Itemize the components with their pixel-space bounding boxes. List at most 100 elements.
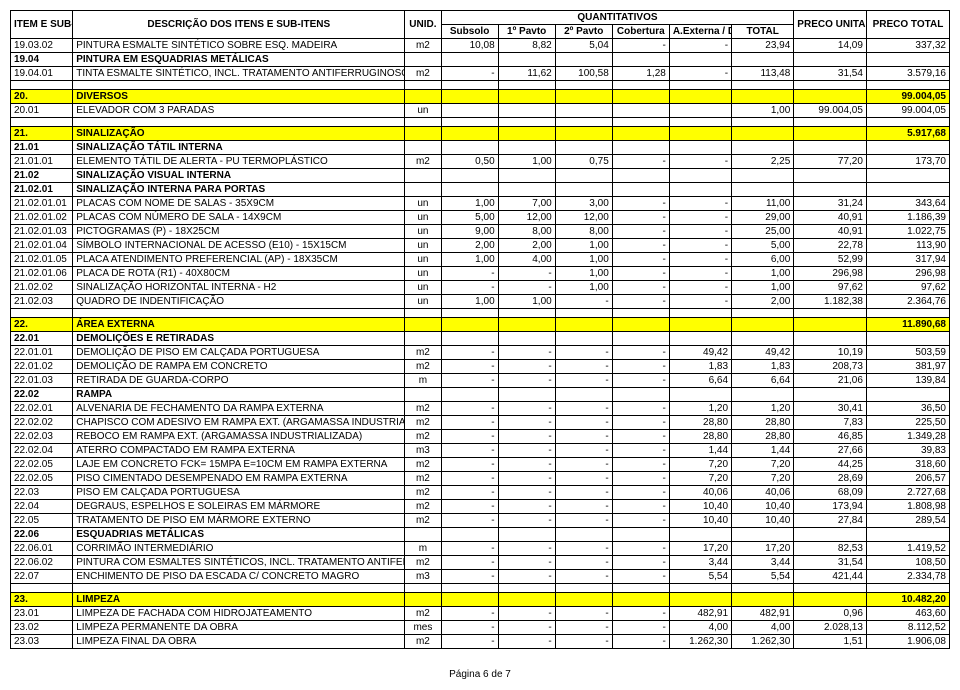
cell-item: 20.01 — [11, 104, 73, 118]
cell-unid: un — [405, 211, 441, 225]
cell-value: 1,00 — [498, 295, 555, 309]
cell-desc: CORRIMÃO INTERMEDIÁRIO — [73, 542, 405, 556]
cell-item: 22.02 — [11, 388, 73, 402]
table-row: 21.02SINALIZAÇÃO VISUAL INTERNA — [11, 169, 950, 183]
cell-value — [498, 183, 555, 197]
cell-item: 22.02.03 — [11, 430, 73, 444]
cell-value: 31,54 — [794, 556, 867, 570]
cell-value — [669, 90, 731, 104]
cell-value: - — [441, 67, 498, 81]
cell-value — [669, 127, 731, 141]
cell-value — [555, 104, 612, 118]
cell-value — [669, 593, 731, 607]
cell-unid: m3 — [405, 570, 441, 584]
cell-value: 31,54 — [794, 67, 867, 81]
cell-value: 14,09 — [794, 39, 867, 53]
cell-desc: ESQUADRIAS METÁLICAS — [73, 528, 405, 542]
cell-value: - — [498, 607, 555, 621]
cell-value: 2.364,76 — [866, 295, 949, 309]
cell-value: 1,00 — [555, 267, 612, 281]
cell-unid: un — [405, 197, 441, 211]
table-row: 21.02.01.02PLACAS COM NÚMERO DE SALA - 1… — [11, 211, 950, 225]
cell-desc: SINALIZAÇÃO VISUAL INTERNA — [73, 169, 405, 183]
cell-unid: m3 — [405, 444, 441, 458]
cell-desc: TRATAMENTO DE PISO EM MÁRMORE EXTERNO — [73, 514, 405, 528]
cell-value — [669, 332, 731, 346]
table-row: 22.01.01DEMOLIÇÃO DE PISO EM CALÇADA POR… — [11, 346, 950, 360]
cell-value: - — [555, 472, 612, 486]
cell-value: 1,00 — [732, 267, 794, 281]
cell-value: 49,42 — [732, 346, 794, 360]
cell-value: - — [498, 416, 555, 430]
cell-value: - — [498, 500, 555, 514]
cell-value: 10,19 — [794, 346, 867, 360]
cell-value: - — [441, 374, 498, 388]
cell-value — [498, 127, 555, 141]
cell-value: - — [669, 239, 731, 253]
cell-value — [794, 127, 867, 141]
cell-value: - — [612, 155, 669, 169]
cell-value: - — [669, 267, 731, 281]
cell-value: - — [669, 197, 731, 211]
cell-value: - — [612, 607, 669, 621]
cell-value: 0,96 — [794, 607, 867, 621]
cell-unid: m — [405, 542, 441, 556]
cell-value: - — [498, 458, 555, 472]
cell-item: 22.05 — [11, 514, 73, 528]
cell-value: - — [555, 570, 612, 584]
cell-value: 77,20 — [794, 155, 867, 169]
cell-value — [866, 332, 949, 346]
cell-value: - — [612, 570, 669, 584]
cell-value: 1,44 — [732, 444, 794, 458]
cell-value — [669, 528, 731, 542]
cell-value: - — [441, 281, 498, 295]
cell-value: 28,80 — [669, 430, 731, 444]
cell-value — [441, 127, 498, 141]
cell-unid: un — [405, 225, 441, 239]
cell-desc: ELEVADOR COM 3 PARADAS — [73, 104, 405, 118]
cell-value: 343,64 — [866, 197, 949, 211]
cell-value: 5.917,68 — [866, 127, 949, 141]
cell-item: 21.02.01.06 — [11, 267, 73, 281]
cell-value: - — [612, 444, 669, 458]
cell-value: 27,84 — [794, 514, 867, 528]
cell-value: 5,54 — [732, 570, 794, 584]
cell-unid — [405, 332, 441, 346]
cell-item: 21.02.01.05 — [11, 253, 73, 267]
cell-desc: SINALIZAÇÃO — [73, 127, 405, 141]
table-row: 22.02.02CHAPISCO COM ADESIVO EM RAMPA EX… — [11, 416, 950, 430]
cell-value: - — [555, 430, 612, 444]
cell-value: 0,75 — [555, 155, 612, 169]
cell-value — [732, 53, 794, 67]
cell-item: 22.06.01 — [11, 542, 73, 556]
cell-value: 173,94 — [794, 500, 867, 514]
cell-value: - — [555, 402, 612, 416]
cell-unid: mes — [405, 621, 441, 635]
cell-value: 22,78 — [794, 239, 867, 253]
cell-value: - — [555, 556, 612, 570]
cell-value — [866, 53, 949, 67]
cell-item: 22.01.02 — [11, 360, 73, 374]
cell-value: 3,44 — [669, 556, 731, 570]
table-row: 22.06.02PINTURA COM ESMALTES SINTÉTICOS,… — [11, 556, 950, 570]
cell-value: 10.482,20 — [866, 593, 949, 607]
cell-value: 503,59 — [866, 346, 949, 360]
cell-value: 381,97 — [866, 360, 949, 374]
cell-value — [612, 593, 669, 607]
cell-value: - — [555, 444, 612, 458]
cell-value: - — [498, 635, 555, 649]
cell-value: 1.182,38 — [794, 295, 867, 309]
cell-value — [866, 141, 949, 155]
cell-item: 21.02.02 — [11, 281, 73, 295]
cell-value: - — [441, 458, 498, 472]
cell-item: 22.01.03 — [11, 374, 73, 388]
cell-item: 22.04 — [11, 500, 73, 514]
cell-item: 21.02.01.01 — [11, 197, 73, 211]
cell-unid — [405, 53, 441, 67]
cell-value: 1,00 — [441, 253, 498, 267]
cell-value: 1.262,30 — [732, 635, 794, 649]
cell-value — [794, 53, 867, 67]
cell-item: 21.02 — [11, 169, 73, 183]
cell-value: 25,00 — [732, 225, 794, 239]
cell-item: 21.01 — [11, 141, 73, 155]
